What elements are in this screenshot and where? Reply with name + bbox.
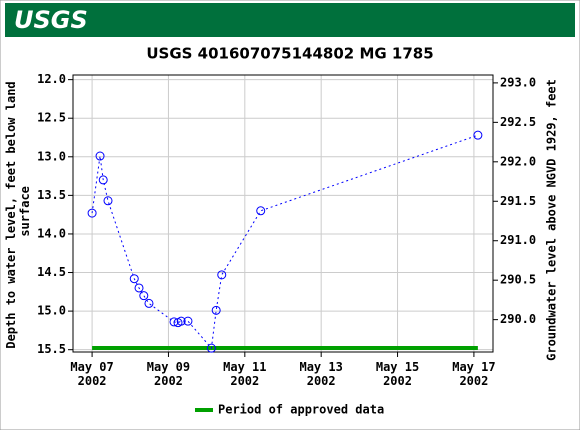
y2-tick-label: 291.5 bbox=[500, 194, 536, 208]
y-tick-label: 14.5 bbox=[37, 265, 66, 279]
data-point bbox=[98, 175, 108, 185]
y2-axis-label: Groundwater level above NGVD 1929, feet bbox=[545, 79, 559, 361]
y-tick-label: 12.5 bbox=[37, 111, 66, 125]
data-point bbox=[256, 206, 266, 216]
y2-tick-label: 292.5 bbox=[500, 115, 536, 129]
x-tick-label: May 13 2002 bbox=[299, 360, 343, 388]
y-tick-label: 13.0 bbox=[37, 149, 66, 163]
y-tick-label: 14.0 bbox=[37, 226, 66, 240]
data-point bbox=[87, 208, 97, 218]
legend-label: Period of approved data bbox=[218, 403, 384, 417]
logo: USGS bbox=[14, 6, 88, 34]
x-tick-label: May 17 2002 bbox=[452, 360, 496, 388]
y-tick-label: 15.5 bbox=[37, 342, 66, 356]
x-tick-label: May 09 2002 bbox=[146, 360, 191, 388]
data-point bbox=[473, 130, 483, 140]
y2-tick-label: 291.0 bbox=[500, 233, 536, 247]
data-point bbox=[176, 316, 186, 326]
data-point bbox=[139, 291, 149, 301]
y-axis-label: Depth to water level, feet below land su… bbox=[4, 81, 32, 348]
x-tick-label: May 15 2002 bbox=[375, 360, 420, 388]
y2-tick-label: 293.0 bbox=[500, 75, 536, 89]
data-point bbox=[206, 343, 216, 353]
chart-title: USGS 401607075144802 MG 1785 bbox=[146, 45, 433, 63]
data-point bbox=[217, 270, 227, 280]
data-point bbox=[144, 298, 154, 308]
y2-tick-label: 290.0 bbox=[500, 312, 536, 326]
plot-frame bbox=[72, 74, 494, 353]
y-tick-label: 13.5 bbox=[37, 188, 66, 202]
y-tick-label: 15.0 bbox=[37, 304, 66, 318]
y2-tick-label: 292.0 bbox=[500, 154, 536, 168]
data-point bbox=[169, 317, 179, 327]
data-point bbox=[103, 196, 113, 206]
data-point bbox=[134, 283, 144, 293]
data-point bbox=[129, 274, 139, 284]
y-tick-label: 12.0 bbox=[37, 72, 66, 86]
data-point bbox=[183, 316, 193, 326]
data-point bbox=[211, 305, 221, 315]
data-point bbox=[95, 151, 105, 161]
x-tick-label: May 11 2002 bbox=[223, 360, 267, 388]
y2-tick-label: 290.5 bbox=[500, 273, 536, 287]
header-bar bbox=[5, 3, 575, 37]
x-tick-label: May 07 2002 bbox=[70, 360, 114, 388]
